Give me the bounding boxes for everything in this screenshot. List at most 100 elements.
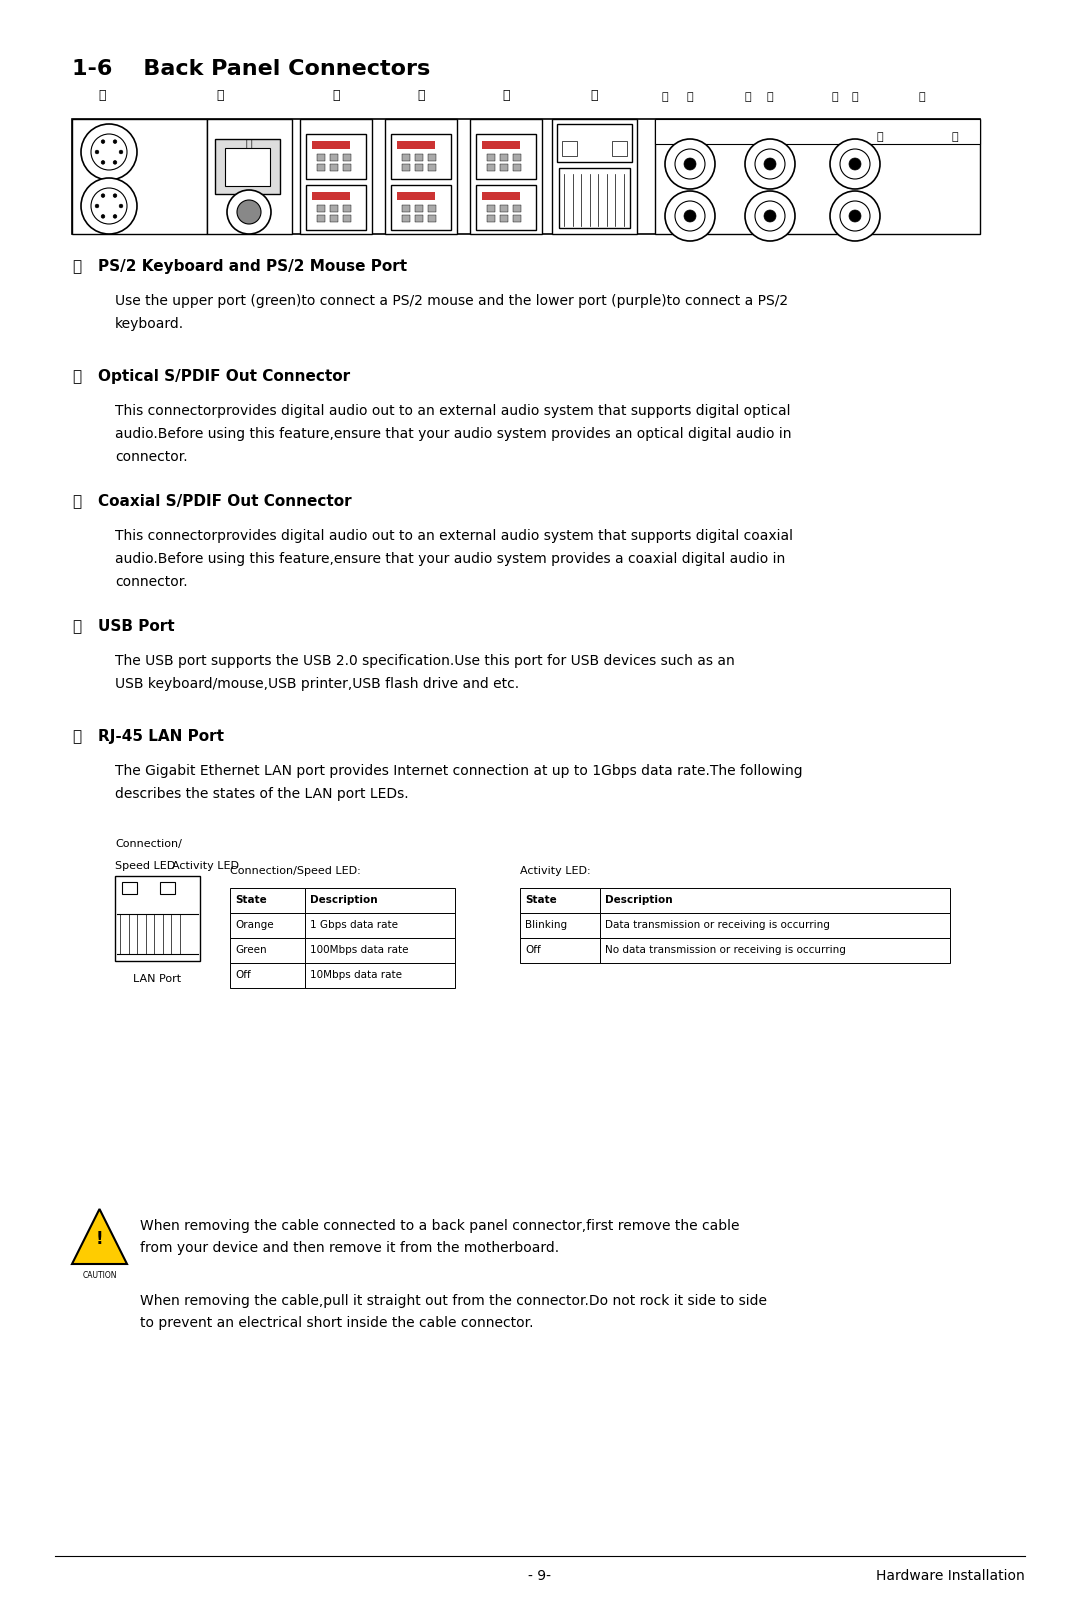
Bar: [306, 184, 366, 229]
Circle shape: [95, 204, 98, 209]
Bar: [300, 119, 372, 234]
Circle shape: [102, 160, 105, 164]
Bar: [230, 913, 305, 938]
Bar: [402, 205, 410, 212]
Text: Use the upper port (green)to connect a PS/2 mouse and the lower port (purple)to : Use the upper port (green)to connect a P…: [114, 294, 788, 330]
Bar: [397, 192, 435, 200]
Bar: [562, 141, 577, 156]
Text: ⓓ: ⓓ: [417, 88, 424, 103]
Text: ⓘ: ⓘ: [852, 91, 859, 103]
Bar: [476, 184, 536, 229]
Bar: [230, 962, 305, 988]
Bar: [415, 164, 423, 172]
Bar: [482, 192, 519, 200]
Bar: [318, 154, 325, 160]
Text: Connection/: Connection/: [114, 839, 181, 849]
Text: PS/2 Keyboard and PS/2 Mouse Port: PS/2 Keyboard and PS/2 Mouse Port: [98, 258, 407, 274]
Text: !: !: [96, 1230, 104, 1248]
Circle shape: [665, 191, 715, 241]
Text: Connection/Speed LED:: Connection/Speed LED:: [230, 866, 361, 876]
Bar: [330, 154, 338, 160]
Bar: [415, 205, 423, 212]
Text: 10Mbps data rate: 10Mbps data rate: [310, 970, 402, 980]
Text: When removing the cable connected to a back panel connector,first remove the cab: When removing the cable connected to a b…: [140, 1219, 740, 1254]
Bar: [72, 119, 207, 234]
Text: RJ-45 LAN Port: RJ-45 LAN Port: [98, 728, 224, 744]
Circle shape: [81, 124, 137, 180]
Bar: [397, 141, 435, 149]
Bar: [305, 889, 455, 913]
Circle shape: [119, 204, 123, 209]
Text: Data transmission or receiving is occurring: Data transmission or receiving is occurr…: [605, 921, 829, 930]
Circle shape: [91, 135, 127, 170]
Bar: [72, 119, 980, 234]
Bar: [476, 135, 536, 180]
Bar: [415, 154, 423, 160]
Bar: [318, 205, 325, 212]
Text: ⓓ: ⓓ: [333, 88, 340, 103]
Bar: [487, 164, 495, 172]
Bar: [654, 119, 980, 234]
Text: Off: Off: [525, 945, 541, 956]
Text: Activity LED: Activity LED: [172, 861, 239, 871]
Text: 1-6    Back Panel Connectors: 1-6 Back Panel Connectors: [72, 59, 430, 79]
Text: Coaxial S/PDIF Out Connector: Coaxial S/PDIF Out Connector: [98, 494, 352, 508]
Bar: [513, 215, 521, 221]
Circle shape: [95, 151, 98, 154]
Text: ⓐ: ⓐ: [72, 258, 81, 274]
Circle shape: [675, 200, 705, 231]
Text: 100Mbps data rate: 100Mbps data rate: [310, 945, 408, 956]
Bar: [402, 164, 410, 172]
Bar: [215, 140, 280, 194]
Circle shape: [684, 159, 696, 170]
Bar: [513, 164, 521, 172]
Text: ⓖ: ⓖ: [767, 91, 773, 103]
Text: Off: Off: [235, 970, 251, 980]
Bar: [500, 154, 508, 160]
Text: No data transmission or receiving is occurring: No data transmission or receiving is occ…: [605, 945, 846, 956]
Bar: [343, 164, 351, 172]
Bar: [552, 119, 637, 234]
Circle shape: [849, 210, 861, 221]
Bar: [114, 876, 200, 961]
Text: Activity LED:: Activity LED:: [519, 866, 591, 876]
Text: The USB port supports the USB 2.0 specification.Use this port for USB devices su: The USB port supports the USB 2.0 specif…: [114, 654, 734, 691]
Text: USB Port: USB Port: [98, 619, 175, 634]
Text: 1 Gbps data rate: 1 Gbps data rate: [310, 921, 399, 930]
Circle shape: [755, 200, 785, 231]
Bar: [513, 154, 521, 160]
Text: LAN Port: LAN Port: [133, 974, 181, 983]
Bar: [559, 168, 630, 228]
Text: The Gigabit Ethernet LAN port provides Internet connection at up to 1Gbps data r: The Gigabit Ethernet LAN port provides I…: [114, 764, 802, 800]
Text: Blinking: Blinking: [525, 921, 567, 930]
Circle shape: [81, 178, 137, 234]
Bar: [500, 215, 508, 221]
Bar: [428, 205, 436, 212]
Bar: [500, 205, 508, 212]
Bar: [600, 913, 950, 938]
Text: ⓒ: ⓒ: [72, 494, 81, 508]
Text: CAUTION: CAUTION: [82, 1270, 117, 1280]
Bar: [305, 962, 455, 988]
Bar: [306, 135, 366, 180]
Bar: [428, 215, 436, 221]
Circle shape: [113, 140, 117, 143]
Text: ⓕ: ⓕ: [662, 91, 669, 103]
Bar: [391, 184, 451, 229]
Bar: [487, 205, 495, 212]
Circle shape: [675, 149, 705, 180]
Bar: [557, 124, 632, 162]
Circle shape: [849, 159, 861, 170]
Bar: [487, 154, 495, 160]
Bar: [230, 938, 305, 962]
Text: Hardware Installation: Hardware Installation: [876, 1569, 1025, 1583]
Circle shape: [764, 210, 777, 221]
Text: ⓑ: ⓑ: [72, 369, 81, 383]
Circle shape: [831, 140, 880, 189]
Bar: [428, 154, 436, 160]
Bar: [487, 215, 495, 221]
Circle shape: [119, 151, 123, 154]
Text: ⓒ: ⓒ: [245, 140, 253, 149]
Bar: [513, 205, 521, 212]
Text: Green: Green: [235, 945, 267, 956]
